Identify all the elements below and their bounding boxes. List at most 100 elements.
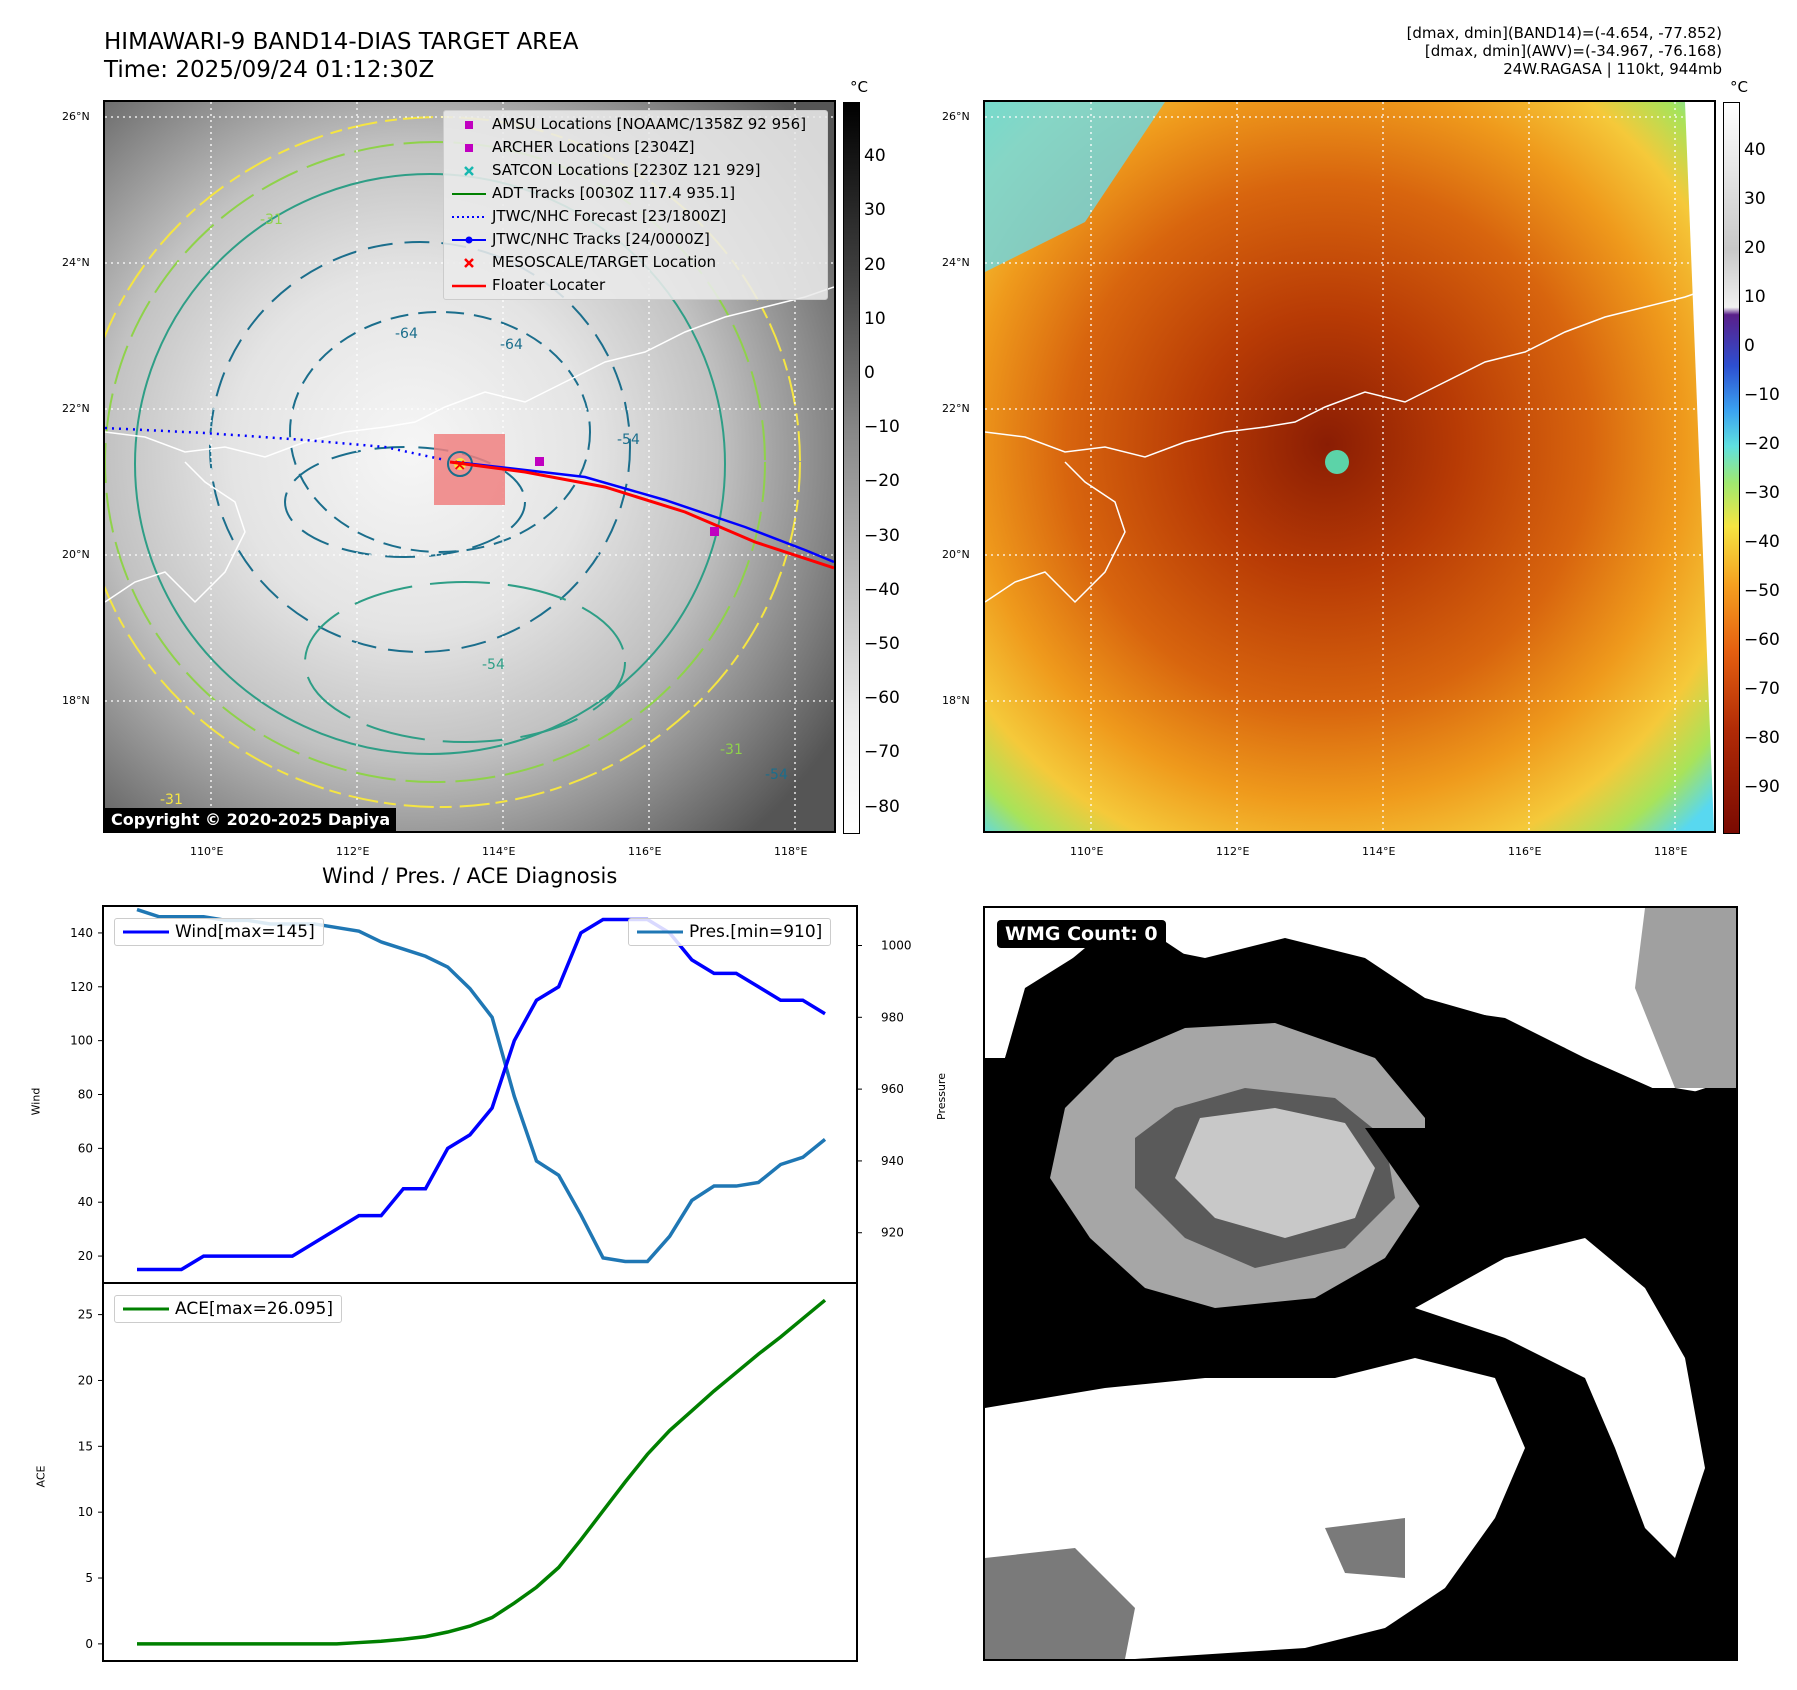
colorbar-tick-label: −80 [1744,728,1780,748]
colorbar-tick-label: 10 [864,308,886,329]
chart-title-line1: HIMAWARI-9 BAND14-DIAS TARGET AREA [104,29,579,55]
pressure-legend-label: Pres.[min=910] [689,922,823,942]
contour-label: -31 [720,742,743,758]
pressure-tick-label: 920 [881,1226,904,1240]
colorbar-tick-label: 40 [1744,140,1766,160]
legend-square-icon [465,121,473,129]
lon-label: 112°E [1216,845,1250,858]
colorbar-tick-label: −10 [1744,385,1780,405]
coastline [105,286,834,458]
storm-info: 24W.RAGASA | 110kt, 944mb [1503,60,1722,78]
lon-label: 110°E [190,845,224,858]
colorbar-tick-label: −30 [864,525,900,546]
ace-tick-label: 10 [78,1505,93,1519]
colorbar-tick-label: −50 [864,634,900,654]
lat-label: 20°N [942,548,970,561]
colorbar-tick-label: −70 [864,742,900,763]
legend-item-jtwc-tracks: JTWC/NHC Tracks [24/0000Z] [444,228,827,251]
ace-axis-label: ACE [34,1465,48,1488]
colorbar-tick-label: −30 [1744,483,1780,503]
lat-label: 20°N [62,548,90,561]
lon-label: 118°E [774,845,808,858]
legend-item-satcon: SATCON Locations [2230Z 121 929] [444,159,827,182]
gray-colorbar [843,102,860,834]
contour-label: -64 [500,337,523,353]
legend-item-adt: ADT Tracks [0030Z 117.4 935.1] [444,182,827,205]
lon-label: 114°E [482,845,516,858]
stats-block: [dmax, dmin](BAND14)=(-4.654, -77.852) [… [1407,24,1722,78]
wind-axis-label: Wind [29,1087,43,1116]
chart-title-line2: Time: 2025/09/24 01:12:30Z [104,57,435,83]
lon-label: 118°E [1654,845,1688,858]
colorbar-tick-label: −10 [864,417,900,438]
ace-tick-label: 25 [78,1308,93,1322]
wind-legend-label: Wind[max=145] [175,922,315,942]
map-gridlines [985,102,1714,831]
ace-tick-label: 15 [78,1439,93,1453]
colorbar-tick-label: −50 [1744,581,1780,601]
ace-legend: ACE[max=26.095] [114,1295,342,1323]
legend-square-icon [465,144,473,152]
ace-legend-line-icon [123,1307,169,1311]
colorbar-tick-label: −20 [864,471,900,492]
eye [1325,450,1349,474]
legend-line-dot-icon [452,236,486,244]
wind-tick-label: 40 [78,1195,93,1209]
wmg-panel: WMG Count: 0 [983,906,1738,1661]
colorbar-tick-label: −60 [864,688,900,709]
diagnosis-title: Wind / Pres. / ACE Diagnosis [322,864,618,888]
lat-label: 24°N [62,256,90,269]
colorbar-tick-label: −40 [864,579,900,600]
colorbar-tick-label: 30 [864,200,886,221]
lat-label: 22°N [942,402,970,415]
wind-pressure-axes-frame [102,905,858,1284]
legend-line-icon [452,193,486,195]
legend-x-icon [464,166,474,176]
colorbar-tick-label: −90 [1744,777,1780,797]
colorbar-tick-label: −20 [1744,434,1780,454]
stats-awv: [dmax, dmin](AWV)=(-34.967, -76.168) [1424,42,1722,60]
lat-label: 24°N [942,256,970,269]
jtwc-track [454,460,834,564]
contour-label: -31 [260,212,283,228]
contour-label: -54 [482,657,505,673]
pressure-legend: Pres.[min=910] [628,918,832,946]
colorbar-tick-label: 10 [1744,287,1766,307]
pressure-tick-label: 940 [881,1154,904,1168]
legend-dotted-line-icon [452,216,486,218]
colorbar-tick-label: 20 [864,254,886,275]
floater-locater-track [449,460,834,570]
colorbar-tick-label: 40 [864,146,886,167]
legend-item-archer: ARCHER Locations [2304Z] [444,136,827,159]
ir-grayscale-map: × -64 -64 -54 -54 -31 -31 -31 -54 AMSU L… [103,100,836,833]
colorbar-tick-label: −70 [1744,679,1780,699]
colorbar-tick-label: 30 [1744,189,1766,209]
lat-label: 18°N [942,694,970,707]
target-x-marker: × [453,455,466,474]
lat-label: 18°N [62,694,90,707]
wind-tick-label: 140 [70,926,93,940]
legend-line-icon [452,284,486,288]
ir-color-map [983,100,1716,833]
pressure-tick-label: 980 [881,1010,904,1024]
lat-label: 26°N [942,110,970,123]
wind-series-line [137,917,826,1272]
archer-marker [710,527,719,536]
wmg-white-region [985,908,1736,1098]
lat-label: 26°N [62,110,90,123]
legend-item-floater: Floater Locater [444,274,827,297]
lon-label: 116°E [1508,845,1542,858]
stats-band14: [dmax, dmin](BAND14)=(-4.654, -77.852) [1406,24,1722,42]
mesoscale-target-box [434,434,505,505]
colorbar-tick-label: −80 [864,796,900,817]
wind-tick-label: 120 [70,980,93,994]
ace-tick-label: 0 [85,1637,93,1651]
pressure-axis-label: Pressure [934,1073,948,1120]
gray-colorbar-unit: °C [850,78,868,96]
colorbar-tick-label: 20 [1744,238,1766,258]
ace-series-line [137,1298,827,1646]
contour-label: -64 [395,326,418,342]
colorbar-tick-label: 0 [1744,336,1755,356]
legend-x-icon [464,258,474,268]
wind-tick-label: 100 [70,1034,93,1048]
